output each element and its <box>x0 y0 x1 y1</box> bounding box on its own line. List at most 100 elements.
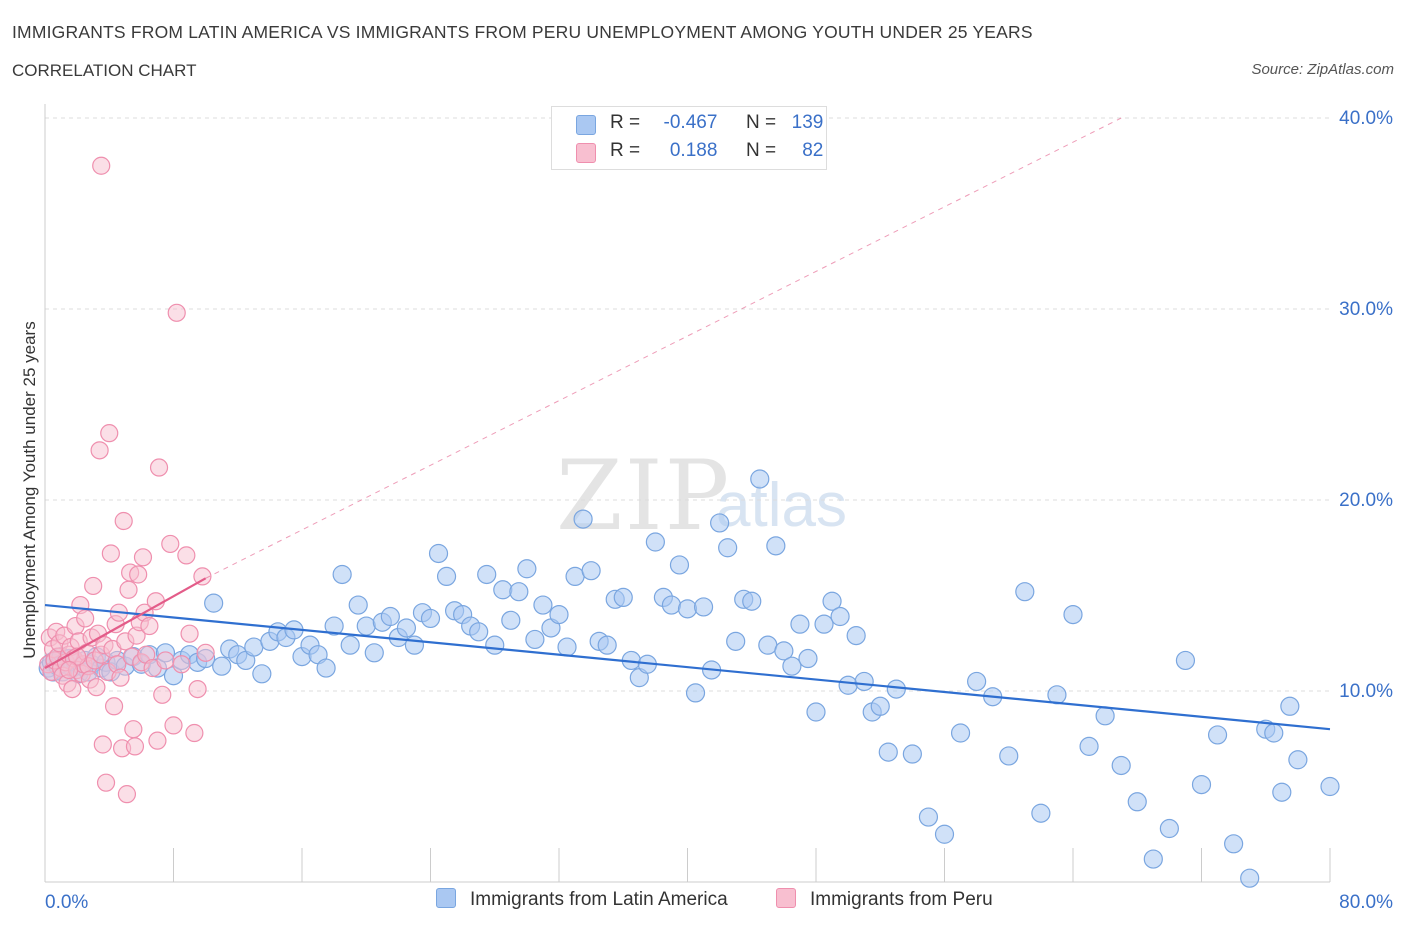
data-point-latin-america <box>1095 706 1115 726</box>
data-point-latin-america <box>493 580 513 600</box>
y-tick-label: 40.0% <box>1339 108 1393 129</box>
data-point-peru <box>125 737 145 756</box>
data-point-peru <box>84 576 103 596</box>
data-point-peru <box>172 655 191 674</box>
data-point-latin-america <box>348 595 368 615</box>
legend-stats-latin: R = -0.467 N = 139 <box>610 112 823 134</box>
data-point-latin-america <box>212 656 232 676</box>
data-point-latin-america <box>252 664 272 684</box>
series-peru <box>39 156 215 804</box>
data-point-latin-america <box>934 824 955 844</box>
y-tick-label: 10.0% <box>1339 681 1393 702</box>
data-point-peru <box>161 534 180 554</box>
legend-n-value: 139 <box>791 112 824 133</box>
data-point-latin-america <box>565 566 585 587</box>
data-point-latin-america <box>613 587 633 608</box>
legend-n-label: N = <box>745 112 777 133</box>
data-point-latin-america <box>1240 868 1260 888</box>
data-point-latin-america <box>693 597 714 617</box>
data-point-latin-america <box>718 538 738 558</box>
x-tick-label-max: 80.0% <box>1339 892 1393 913</box>
data-point-latin-america <box>1015 582 1035 602</box>
data-point-peru <box>93 735 112 754</box>
data-point-peru <box>149 458 169 477</box>
data-point-peru <box>153 685 172 704</box>
data-point-latin-america <box>356 616 376 636</box>
data-point-latin-america <box>533 595 553 615</box>
data-point-latin-america <box>677 599 698 619</box>
data-point-peru <box>114 511 133 531</box>
data-point-latin-america <box>1127 792 1147 812</box>
data-point-latin-america <box>726 631 746 651</box>
data-point-latin-america <box>822 591 842 611</box>
y-axis-label: Unemployment Among Youth under 25 years <box>20 321 39 659</box>
legend-swatch-latin <box>576 115 596 135</box>
bottom-legend-swatch-peru <box>776 888 796 908</box>
data-point-latin-america <box>758 635 778 655</box>
data-point-latin-america <box>750 469 770 489</box>
data-point-latin-america <box>1264 723 1284 743</box>
watermark-zip: ZIP <box>556 440 732 552</box>
data-point-latin-america <box>967 671 987 692</box>
data-point-latin-america <box>766 536 786 556</box>
data-point-peru <box>180 624 199 643</box>
data-point-peru <box>177 546 196 565</box>
data-point-latin-america <box>774 641 794 661</box>
data-point-latin-america <box>428 543 449 564</box>
trend-line-peru <box>44 577 207 670</box>
data-point-latin-america <box>396 618 417 638</box>
data-point-latin-america <box>1288 750 1308 770</box>
data-point-peru <box>167 303 186 322</box>
data-point-latin-america <box>669 555 690 575</box>
data-point-latin-america <box>790 614 810 634</box>
data-point-latin-america <box>332 564 352 585</box>
data-point-peru <box>119 580 138 599</box>
x-tick-label-min: 0.0% <box>45 892 88 913</box>
data-point-peru <box>148 731 167 750</box>
y-tick-label: 20.0% <box>1339 490 1393 511</box>
data-point-latin-america <box>557 637 577 657</box>
legend-r-label: R = <box>610 112 641 133</box>
y-tick-labels: 10.0% 20.0% 30.0% 40.0% <box>1339 108 1393 702</box>
watermark-atlas: atlas <box>716 471 847 540</box>
data-point-peru <box>196 643 215 662</box>
legend-r-label: R = <box>610 140 641 161</box>
y-tick-label: 30.0% <box>1339 299 1393 320</box>
data-point-peru <box>90 441 109 460</box>
data-point-latin-america <box>436 566 457 587</box>
data-point-peru <box>117 785 137 804</box>
data-point-latin-america <box>1111 755 1131 776</box>
data-point-peru <box>96 773 116 792</box>
legend-stats-peru: R = 0.188 N = 82 <box>610 140 823 162</box>
data-point-latin-america <box>485 635 505 655</box>
trend-lines <box>44 117 1331 731</box>
data-point-latin-america <box>573 509 593 529</box>
data-point-peru <box>63 679 82 699</box>
data-point-latin-america <box>1191 774 1212 795</box>
chart-subtitle: CORRELATION CHART <box>12 61 197 80</box>
data-point-peru <box>193 567 212 586</box>
data-point-latin-america <box>404 635 425 655</box>
data-point-latin-america <box>782 656 802 676</box>
legend-n-label: N = <box>745 140 777 161</box>
data-point-latin-america <box>1143 849 1163 869</box>
data-point-latin-america <box>838 675 858 695</box>
data-point-peru <box>133 548 153 567</box>
data-point-latin-america <box>1031 803 1051 823</box>
data-point-latin-america <box>854 671 874 692</box>
data-point-latin-america <box>645 532 665 552</box>
data-point-peru <box>129 565 148 584</box>
source-credit: Source: ZipAtlas.com <box>1251 61 1394 78</box>
data-point-latin-america <box>324 616 344 636</box>
data-point-latin-america <box>950 723 971 743</box>
data-point-peru <box>188 679 207 699</box>
data-point-latin-america <box>420 608 441 629</box>
data-point-latin-america <box>902 744 922 764</box>
data-point-latin-america <box>1207 725 1228 745</box>
data-point-latin-america <box>204 593 224 613</box>
legend-n-value: 82 <box>802 140 824 161</box>
data-point-latin-america <box>1175 650 1196 671</box>
data-point-latin-america <box>814 614 834 634</box>
data-point-latin-america <box>316 658 336 678</box>
